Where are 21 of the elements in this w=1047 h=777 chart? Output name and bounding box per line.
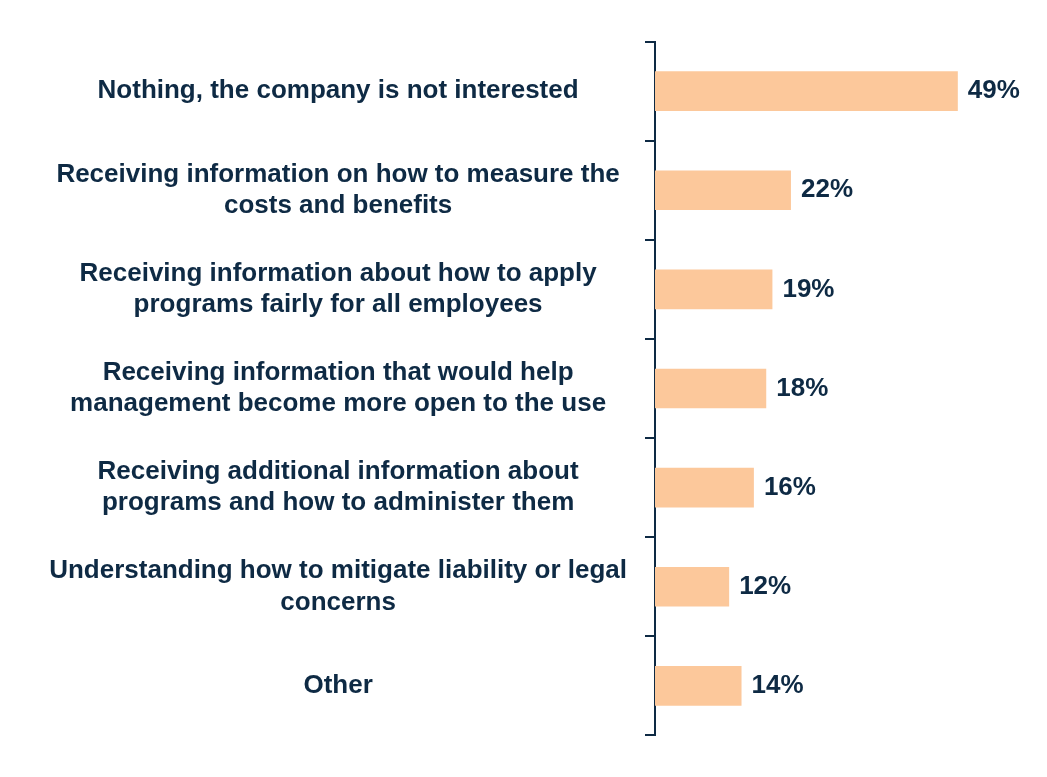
bar — [655, 467, 754, 508]
bar — [655, 71, 958, 111]
data-label: 18% — [776, 371, 829, 402]
bar — [655, 170, 791, 211]
data-label: 14% — [751, 669, 804, 700]
y-tick-label: Receiving information that would help management become more open to the use — [70, 356, 607, 418]
y-tick-label: Receiving information on how to measure the costs and benefits — [56, 157, 620, 220]
bar — [655, 666, 742, 706]
bar — [655, 368, 767, 409]
y-tick-label: Receiving additional information about programs and how to administer them — [97, 455, 579, 517]
y-tick-label: Understanding how to mitigate liability or legal concerns — [49, 554, 627, 616]
data-label: 12% — [739, 569, 792, 600]
y-tick-label: Receiving information about how to apply programs fairly for all employees — [79, 256, 598, 319]
bar — [655, 269, 773, 310]
bar — [655, 566, 730, 607]
y-tick-label: Nothing, the company is not interested — [97, 74, 579, 105]
data-label: 16% — [763, 470, 816, 501]
y-tick-label: Other — [303, 669, 373, 700]
data-label: 49% — [967, 74, 1020, 105]
data-label: 22% — [800, 173, 854, 204]
data-label: 19% — [782, 272, 835, 303]
